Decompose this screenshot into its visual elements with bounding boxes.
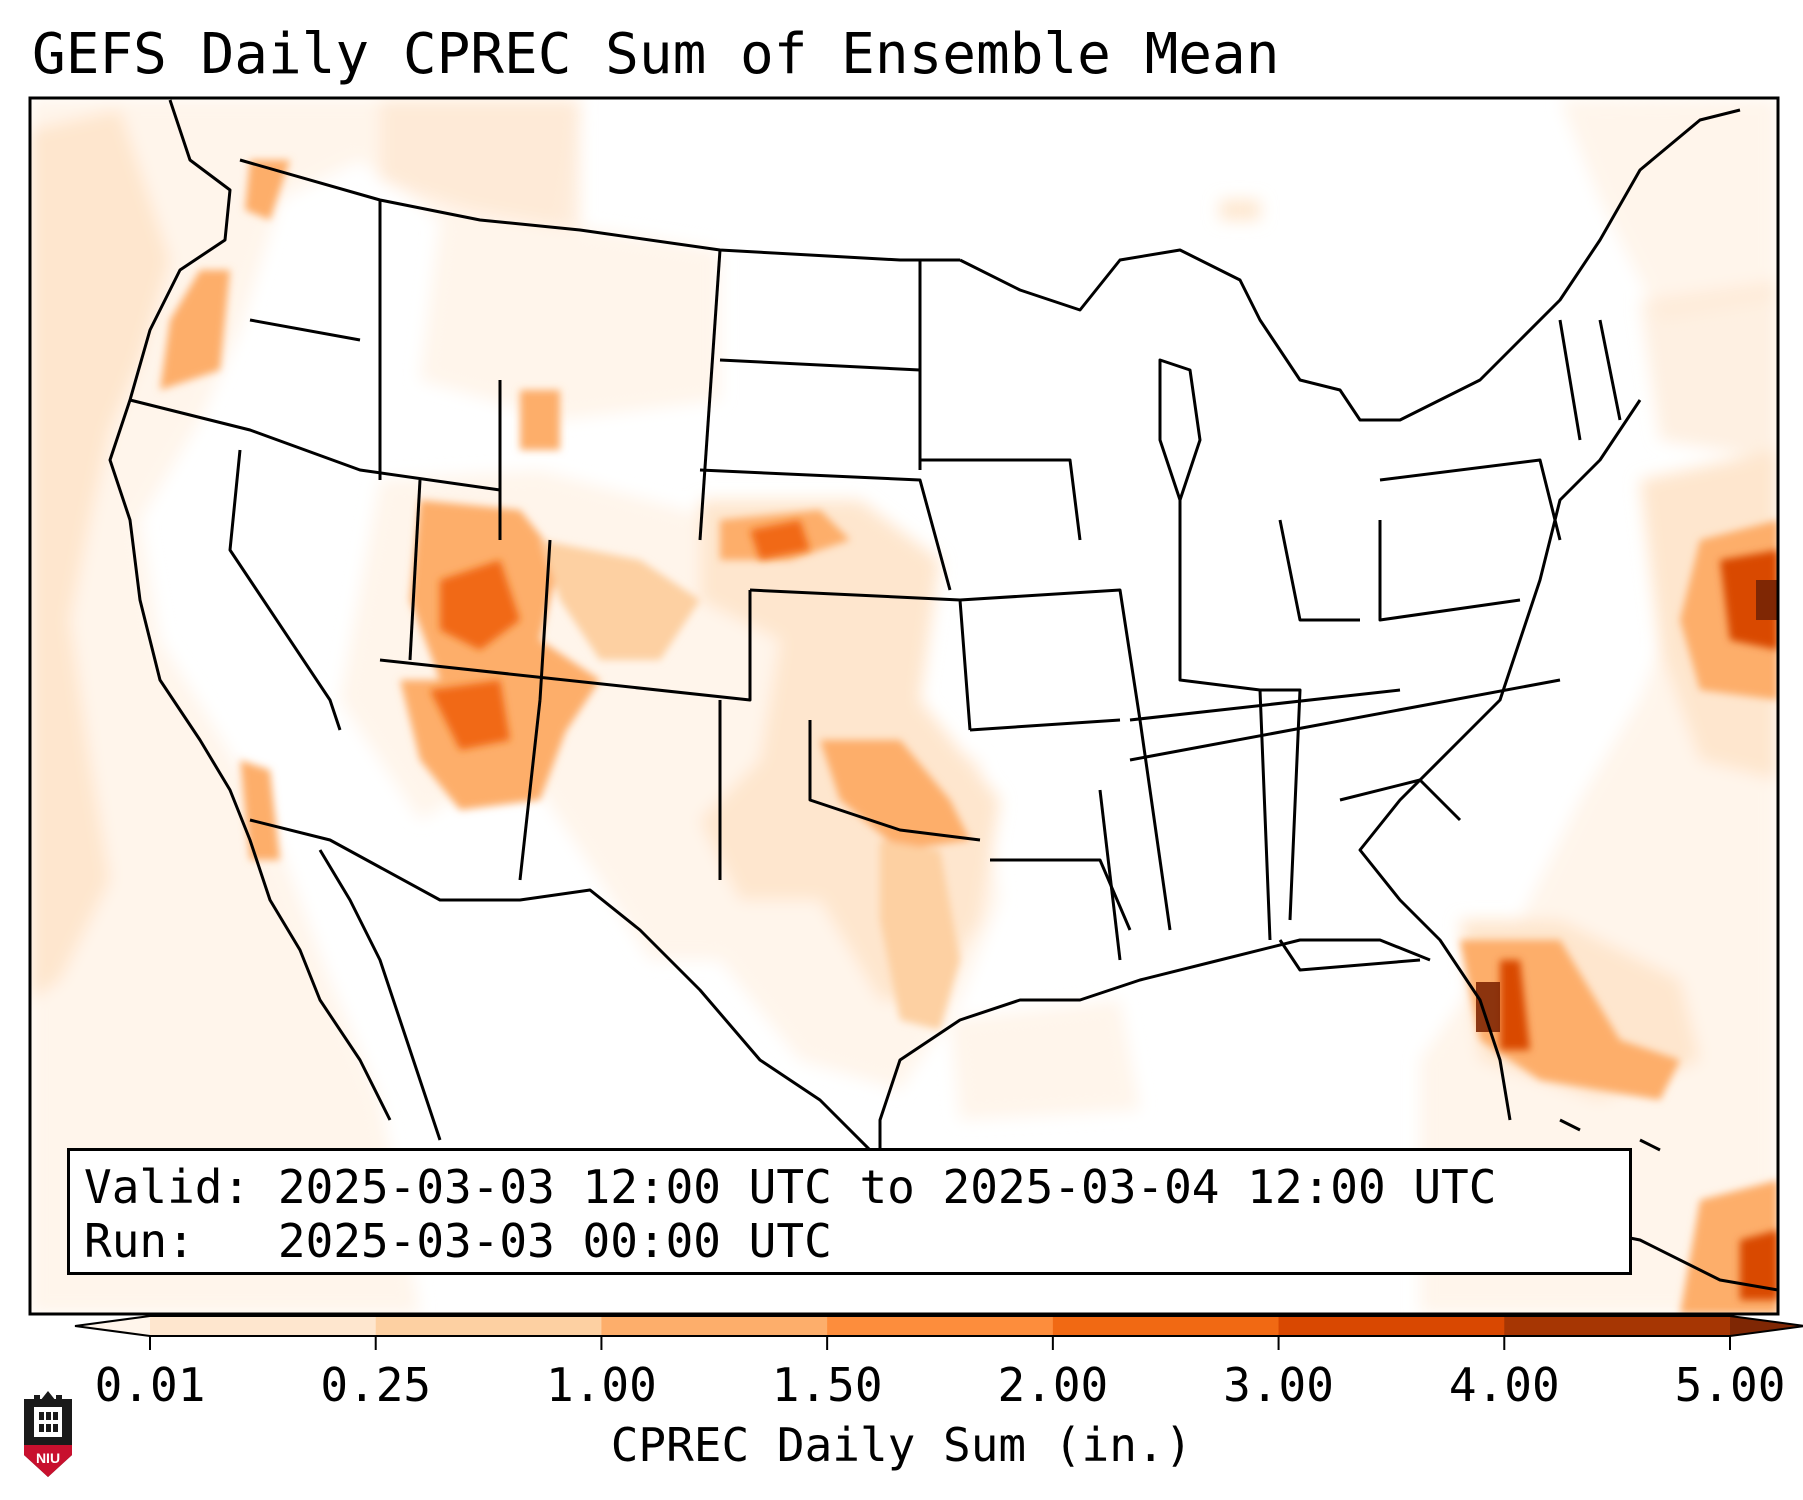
colorbar-tick-label: 2.00 [997,1358,1109,1412]
colorbar-tick-label: 5.00 [1674,1358,1786,1412]
extreme-precip-layer [1476,580,1778,1032]
colorbar-segment [601,1316,828,1336]
colorbar-tick-label: 1.00 [546,1358,657,1412]
run-label: Run: [84,1214,195,1268]
colorbar-segment [1052,1316,1280,1336]
colorbar-tick-label: 0.25 [320,1358,432,1412]
valid-value: 2025-03-03 12:00 UTC to 2025-03-04 12:00… [277,1160,1497,1214]
heavy-precip-layer [430,520,1778,1300]
map-title: GEFS Daily CPREC Sum of Ensemble Mean [32,22,1280,87]
colorbar-segment [1504,1316,1731,1336]
colorbar-tick-label: 4.00 [1448,1358,1560,1412]
valid-label: Valid: [84,1160,251,1214]
niu-logo: NIU [24,1391,72,1477]
run-value: 2025-03-03 00:00 UTC [277,1214,832,1268]
valid-run-info-box: Valid: 2025-03-03 12:00 UTC to 2025-03-0… [67,1148,1632,1275]
logo-text: NIU [36,1450,60,1466]
boundaries [108,99,1778,1292]
colorbar-segment [1278,1316,1505,1336]
colorbar-over-arrow [1730,1316,1803,1336]
map-frame [28,96,1780,1316]
colorbar-tick-label: 1.50 [771,1358,883,1412]
valid-line: Valid: 2025-03-03 12:00 UTC to 2025-03-0… [84,1161,1496,1213]
colorbar-tick-label: 0.01 [94,1358,206,1412]
run-line: Run: 2025-03-03 00:00 UTC [84,1215,832,1267]
colorbar-segment [827,1316,1054,1336]
colorbar-segment [375,1316,602,1336]
colorbar-tick-label: 3.00 [1223,1358,1334,1412]
colorbar-under-arrow [75,1316,150,1336]
colorbar-segment [150,1316,377,1336]
colorbar-label: CPREC Daily Sum (in.) [610,1418,1193,1472]
